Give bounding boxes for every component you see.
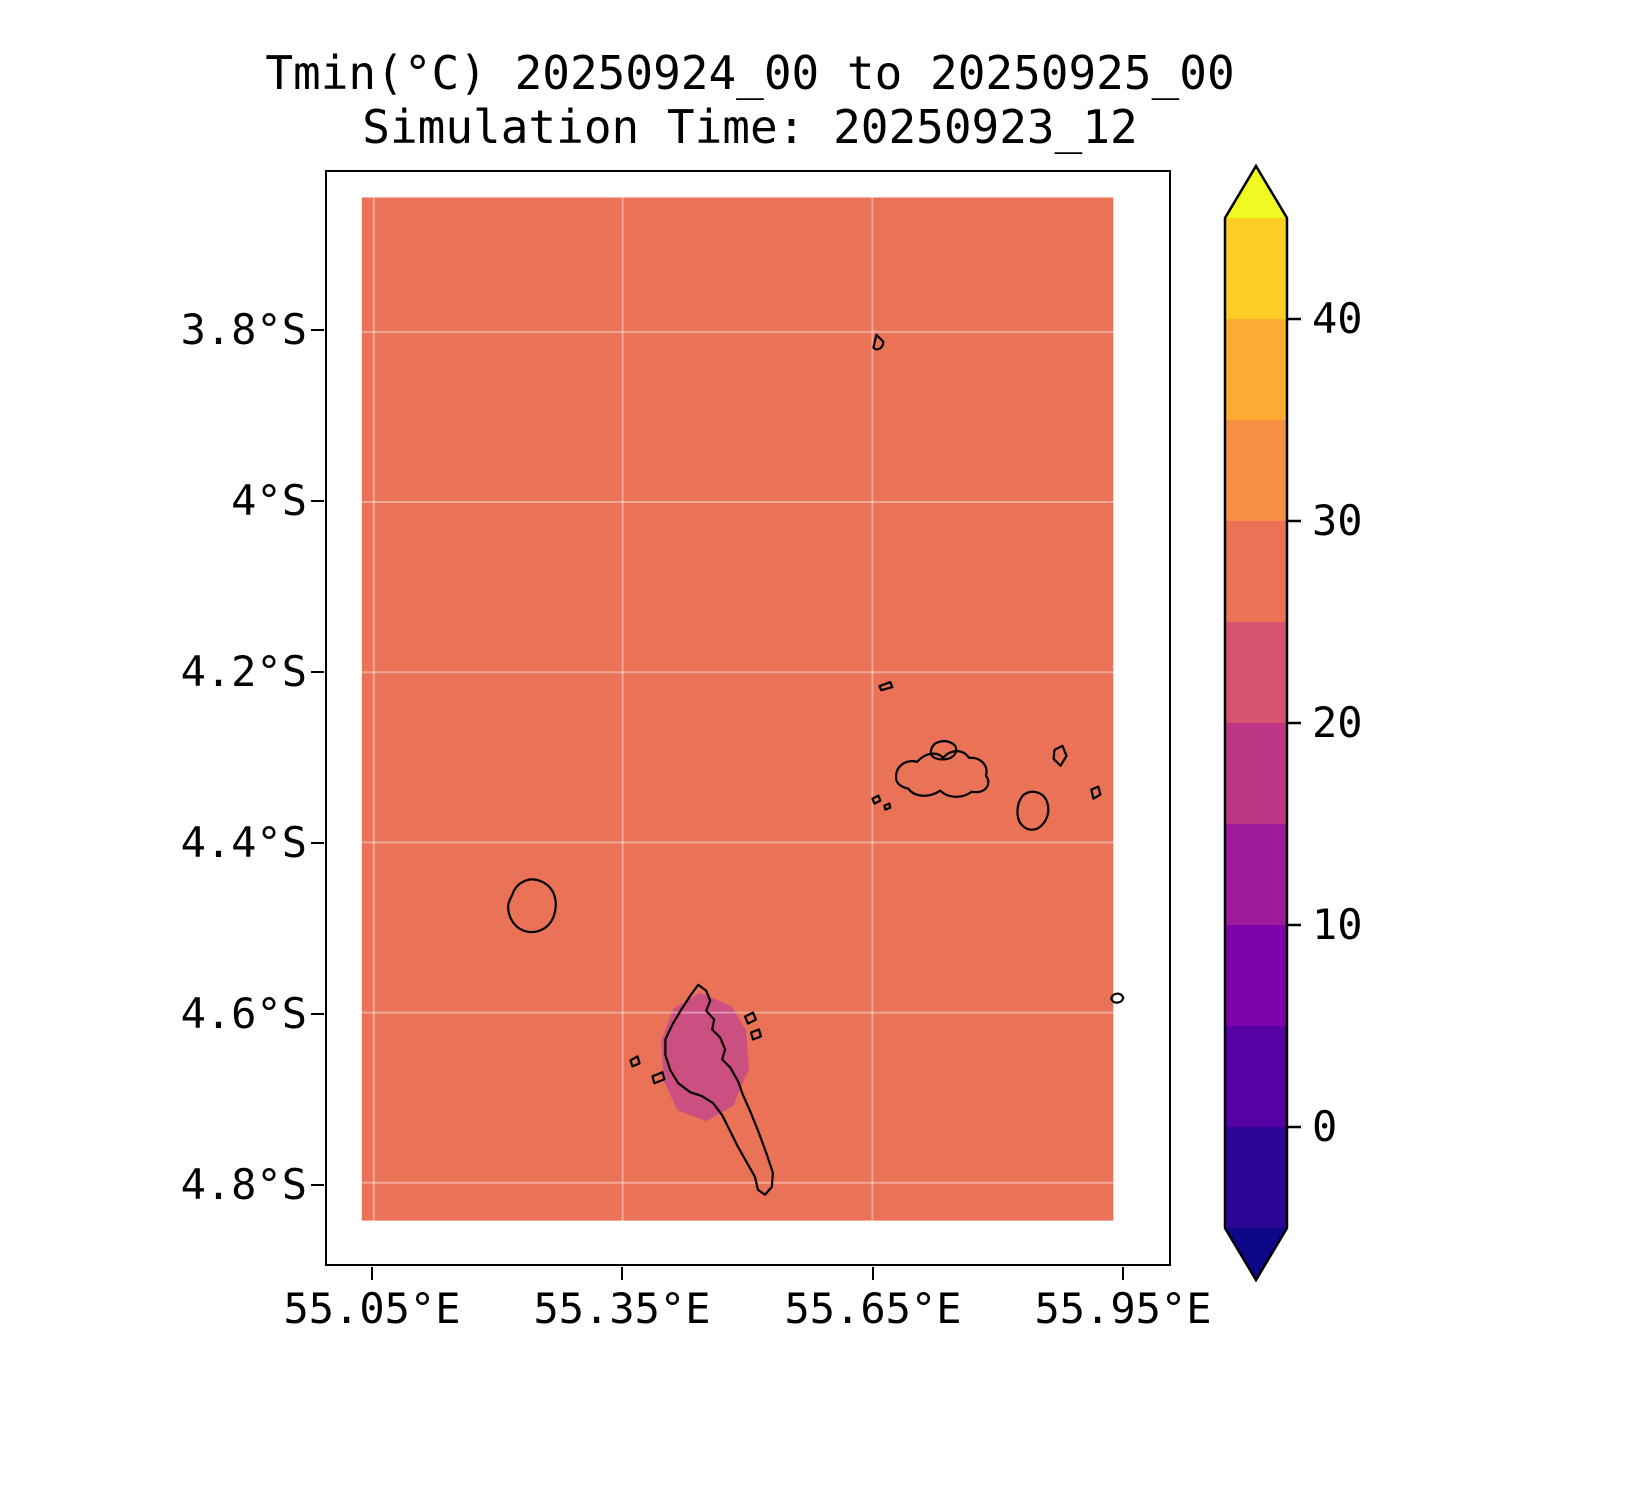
- y-tick-label: 4.6°S: [180, 989, 307, 1038]
- x-axis-tick: [872, 1267, 874, 1280]
- colorbar-outline: [1223, 163, 1289, 1283]
- colorbar-band: [1225, 1026, 1287, 1127]
- coastline-islet-sw-praslin-2: [883, 802, 892, 811]
- y-tick-label: 4.4°S: [180, 818, 307, 867]
- anomaly-patch: [661, 992, 749, 1122]
- colorbar-tick-label: 30: [1312, 496, 1363, 545]
- y-tick-label: 3.8°S: [180, 305, 307, 354]
- coastlines: [507, 333, 1125, 1196]
- colorbar-band: [1225, 218, 1287, 319]
- colorbar-band: [1225, 824, 1287, 925]
- colorbar-tick-label: 40: [1312, 294, 1363, 343]
- colorbar-tick-label: 20: [1312, 698, 1363, 747]
- y-tick-label: 4°S: [231, 476, 307, 525]
- y-axis-tick: [311, 500, 324, 502]
- grid-lines: [328, 174, 1168, 1262]
- y-tick-label: 4.2°S: [180, 647, 307, 696]
- colorbar: [1215, 150, 1385, 1320]
- y-axis-tick: [311, 1184, 324, 1186]
- coastline-curieuse: [929, 740, 958, 761]
- x-tick-label: 55.65°E: [784, 1284, 962, 1333]
- coastline-felicite: [1052, 744, 1068, 767]
- x-axis-tick: [1122, 1267, 1124, 1280]
- coastline-silhouette: [507, 878, 557, 934]
- plot-subtitle: Simulation Time: 20250923_12: [362, 100, 1138, 154]
- y-axis-tick: [311, 842, 324, 844]
- x-axis-tick: [371, 1267, 373, 1280]
- y-axis-tick: [311, 329, 324, 331]
- colorbar-arrow-over: [1225, 166, 1287, 218]
- y-axis-tick: [311, 671, 324, 673]
- colorbar-ticks: [1287, 317, 1301, 1129]
- x-axis-tick: [621, 1267, 623, 1280]
- colorbar-tick-label: 10: [1312, 900, 1363, 949]
- colorbar-arrow-under: [1225, 1228, 1287, 1280]
- coastline-mahe: [664, 983, 774, 1196]
- y-tick-label: 4.8°S: [180, 1160, 307, 1209]
- colorbar-band: [1225, 925, 1287, 1026]
- colorbar-tick-label: 0: [1312, 1102, 1338, 1151]
- x-tick-label: 55.05°E: [283, 1284, 461, 1333]
- colorbar-band: [1225, 420, 1287, 521]
- colorbar-band: [1225, 521, 1287, 622]
- coastline-islet-w-mahe-2: [651, 1071, 666, 1085]
- map-canvas: [328, 174, 1168, 1262]
- coastline-islet-w-mahe-1: [629, 1055, 641, 1068]
- colorbar-band: [1225, 1127, 1287, 1228]
- colorbar-band: [1225, 723, 1287, 824]
- coastline-islet-north: [872, 333, 885, 351]
- coastline-islet-sw-praslin-1: [871, 794, 882, 805]
- x-tick-label: 55.95°E: [1034, 1284, 1212, 1333]
- coastline-praslin: [895, 750, 990, 798]
- colorbar-band: [1225, 622, 1287, 723]
- coastline-islet-dash: [878, 681, 894, 692]
- plot-title: Tmin(°C) 20250924_00 to 20250925_00: [265, 46, 1235, 100]
- coastline-la-digue: [1016, 790, 1050, 831]
- colorbar-canvas: [1223, 163, 1301, 1283]
- coastline-fregate: [1110, 992, 1125, 1004]
- coastline-marianne: [1090, 785, 1102, 800]
- map-axes: [325, 170, 1171, 1266]
- coastline-islet-ne-mahe-1: [743, 1011, 758, 1025]
- y-axis-tick: [311, 1013, 324, 1015]
- coastline-islet-ne-mahe-2: [749, 1028, 763, 1041]
- colorbar-band: [1225, 319, 1287, 420]
- x-tick-label: 55.35°E: [533, 1284, 711, 1333]
